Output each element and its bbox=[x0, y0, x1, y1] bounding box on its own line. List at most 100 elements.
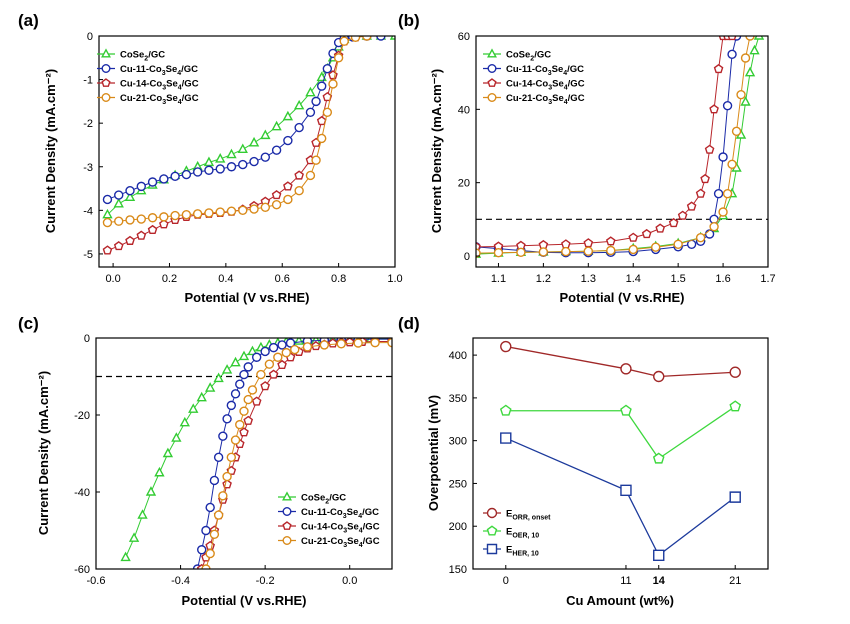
series-3 bbox=[500, 432, 741, 562]
x-tick-label: 0 bbox=[503, 575, 509, 587]
data-point bbox=[170, 210, 180, 221]
data-point bbox=[124, 191, 136, 201]
legend-label-4: Cu-21-Co3Se4/GC bbox=[301, 536, 380, 549]
y-tick-label: -2 bbox=[83, 118, 93, 130]
data-point bbox=[238, 350, 250, 361]
data-point bbox=[147, 177, 158, 187]
data-point bbox=[162, 447, 174, 458]
data-point bbox=[159, 219, 169, 229]
data-point bbox=[221, 364, 233, 374]
y-tick-label: -4 bbox=[83, 205, 93, 217]
legend-marker bbox=[282, 507, 292, 517]
data-point bbox=[136, 230, 147, 240]
axes-frame bbox=[95, 337, 393, 570]
data-point bbox=[311, 96, 321, 107]
data-point bbox=[256, 369, 266, 380]
data-point bbox=[317, 133, 327, 144]
legend-label-2: Cu-11-Co3Se4/GC bbox=[301, 507, 379, 520]
legend-marker bbox=[101, 48, 111, 58]
x-axis-label: Potential (V vs.RHE) bbox=[185, 290, 310, 305]
x-tick-label: -0.4 bbox=[171, 575, 190, 587]
data-point bbox=[215, 164, 225, 174]
data-point bbox=[362, 36, 372, 41]
y-tick-label: 20 bbox=[458, 178, 470, 190]
axes-frame bbox=[472, 337, 769, 570]
panel-label: (c) bbox=[18, 314, 39, 333]
x-axis-label: Potential (V vs.RHE) bbox=[560, 290, 685, 305]
data-point bbox=[218, 491, 228, 501]
panel-d: (d) 0 11 14 21 150 200 250 300 350 400 Cu Amount (w… bbox=[398, 314, 769, 608]
data-point bbox=[729, 491, 741, 503]
series-1 bbox=[500, 340, 741, 383]
legend-marker bbox=[487, 92, 497, 102]
data-point bbox=[260, 152, 271, 162]
data-point bbox=[226, 162, 237, 172]
data-point bbox=[171, 432, 182, 442]
data-point bbox=[653, 549, 665, 562]
series-line bbox=[107, 36, 381, 200]
legend-marker bbox=[486, 525, 498, 536]
data-point bbox=[628, 232, 639, 242]
data-point bbox=[736, 89, 746, 100]
data-point bbox=[239, 406, 249, 416]
data-point bbox=[125, 235, 135, 245]
data-point bbox=[333, 53, 344, 63]
legend-marker bbox=[282, 536, 292, 546]
data-point bbox=[620, 404, 632, 416]
data-point bbox=[283, 194, 293, 205]
data-point bbox=[317, 81, 327, 91]
legend-label-1: EORR, onset bbox=[506, 509, 551, 522]
data-point bbox=[499, 404, 512, 416]
legend-marker bbox=[487, 78, 497, 87]
data-point bbox=[339, 36, 349, 46]
data-point bbox=[213, 372, 224, 383]
y-tick-label: 200 bbox=[449, 521, 467, 533]
data-point bbox=[500, 340, 512, 353]
data-point bbox=[493, 247, 504, 258]
legend-marker bbox=[101, 63, 111, 73]
data-point bbox=[226, 400, 237, 411]
data-point bbox=[305, 170, 316, 181]
data-point bbox=[159, 212, 169, 222]
data-point bbox=[209, 475, 220, 486]
x-tick-label: 1.3 bbox=[581, 273, 596, 285]
data-point bbox=[713, 188, 724, 199]
data-point bbox=[243, 415, 254, 425]
data-point bbox=[125, 215, 135, 225]
y-tick-label: -60 bbox=[74, 564, 90, 576]
data-point bbox=[727, 36, 737, 41]
legend-marker bbox=[101, 92, 111, 102]
data-point bbox=[273, 352, 283, 362]
data-point bbox=[215, 153, 226, 163]
data-point bbox=[353, 338, 363, 348]
data-point bbox=[204, 382, 216, 392]
data-point bbox=[147, 224, 158, 235]
data-point bbox=[201, 564, 211, 569]
data-point bbox=[283, 181, 293, 191]
data-point bbox=[260, 202, 271, 212]
legend-marker bbox=[101, 78, 111, 87]
data-point bbox=[260, 346, 270, 357]
data-point bbox=[294, 122, 304, 133]
data-point bbox=[248, 136, 260, 147]
data-point bbox=[239, 427, 249, 437]
data-point bbox=[653, 370, 665, 383]
y-tick-label: 300 bbox=[449, 436, 467, 448]
data-point bbox=[113, 241, 124, 251]
data-point bbox=[389, 36, 395, 40]
data-point bbox=[316, 115, 327, 126]
data-point bbox=[179, 416, 190, 427]
data-point bbox=[192, 209, 203, 219]
panel-a: (a) 0.0 0.2 0.4 0.6 0.8 1.0 0 -1 -2 -3 -4 -5 Potentia… bbox=[18, 11, 403, 305]
panel-label: (d) bbox=[398, 314, 420, 333]
data-point bbox=[704, 144, 715, 154]
data-point bbox=[283, 135, 293, 146]
data-point bbox=[583, 238, 594, 248]
data-point bbox=[652, 452, 665, 464]
legend-label-2: Cu-11-Co3Se4/GC bbox=[506, 64, 584, 77]
data-point bbox=[213, 510, 224, 520]
data-point bbox=[745, 36, 755, 41]
data-point bbox=[235, 379, 245, 389]
data-point bbox=[376, 36, 386, 41]
